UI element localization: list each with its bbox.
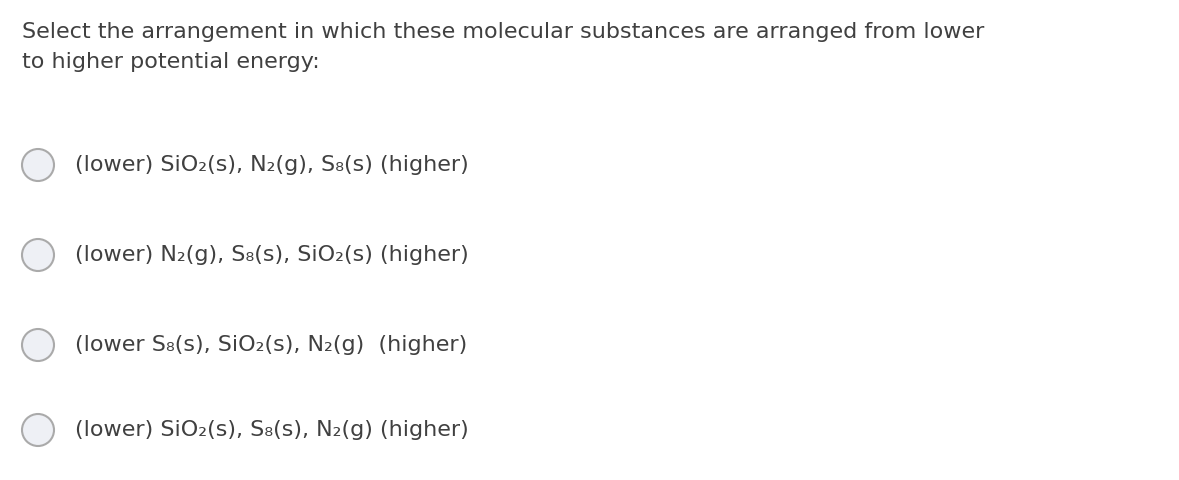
Circle shape <box>22 239 54 271</box>
Text: (lower) SiO₂(s), N₂(g), S₈(s) (higher): (lower) SiO₂(s), N₂(g), S₈(s) (higher) <box>75 155 469 175</box>
Text: Select the arrangement in which these molecular substances are arranged from low: Select the arrangement in which these mo… <box>22 22 984 42</box>
Circle shape <box>22 414 54 446</box>
Circle shape <box>22 329 54 361</box>
Text: (lower) SiO₂(s), S₈(s), N₂(g) (higher): (lower) SiO₂(s), S₈(s), N₂(g) (higher) <box>75 420 469 440</box>
Circle shape <box>22 149 54 181</box>
Text: (lower) N₂(g), S₈(s), SiO₂(s) (higher): (lower) N₂(g), S₈(s), SiO₂(s) (higher) <box>75 245 469 265</box>
Text: to higher potential energy:: to higher potential energy: <box>22 52 320 72</box>
Text: (lower S₈(s), SiO₂(s), N₂(g)  (higher): (lower S₈(s), SiO₂(s), N₂(g) (higher) <box>75 335 467 355</box>
